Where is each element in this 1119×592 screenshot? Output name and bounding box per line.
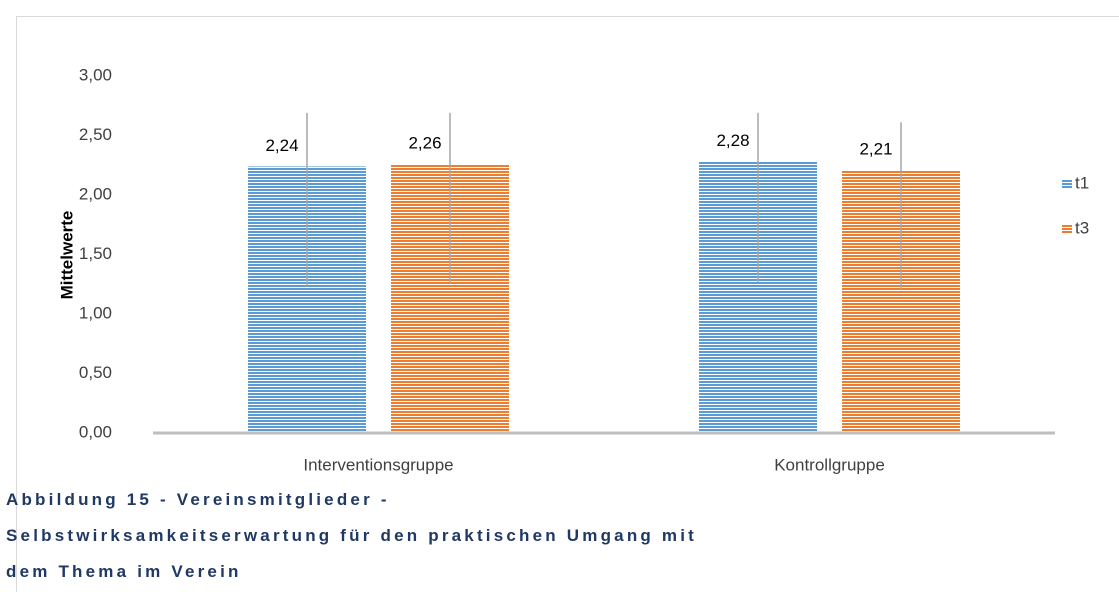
- y-tick-label: 0,00: [79, 422, 112, 441]
- y-tick-label: 1,50: [79, 244, 112, 263]
- legend-label: t1: [1075, 173, 1089, 192]
- y-tick-label: 3,00: [79, 65, 112, 84]
- chart-frame: [16, 16, 1119, 592]
- x-tick-label: Interventionsgruppe: [303, 455, 453, 474]
- legend-swatch: [1062, 179, 1072, 189]
- legend-swatch: [1062, 224, 1072, 234]
- data-label: 2,24: [265, 136, 298, 155]
- data-label: 2,26: [408, 134, 441, 153]
- data-label: 2,21: [859, 139, 892, 158]
- data-label: 2,28: [716, 131, 749, 150]
- y-tick-label: 1,00: [79, 303, 112, 322]
- y-tick-label: 2,50: [79, 125, 112, 144]
- y-tick-label: 2,00: [79, 184, 112, 203]
- y-tick-label: 0,50: [79, 363, 112, 382]
- x-tick-label: Kontrollgruppe: [774, 455, 885, 474]
- caption: Abbildung 15 - Vereinsmitglieder - Selbs…: [6, 490, 698, 581]
- legend-label: t3: [1075, 218, 1089, 237]
- y-axis-label: Mittelwerte: [57, 211, 76, 300]
